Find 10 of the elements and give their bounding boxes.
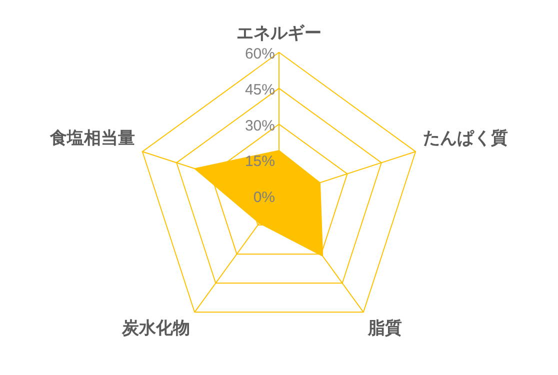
y-tick-label: 30% — [244, 117, 275, 134]
spoke-label: エネルギー — [236, 24, 322, 44]
y-tick-label: 0% — [253, 189, 275, 206]
y-tick-label: 15% — [244, 153, 275, 170]
spoke-label: 炭水化物 — [120, 318, 190, 338]
spoke-label: 脂質 — [367, 318, 402, 338]
y-tick-label: 45% — [244, 81, 275, 98]
spoke-label: たんぱく質 — [423, 128, 508, 148]
spoke-label: 食塩相当量 — [48, 128, 135, 148]
y-tick-label: 60% — [244, 46, 275, 63]
